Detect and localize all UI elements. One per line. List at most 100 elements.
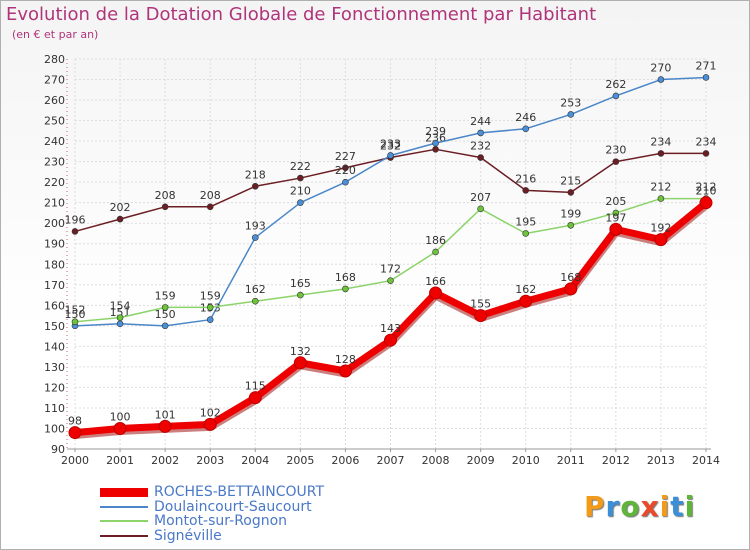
chart-title: Evolution de la Dotation Globale de Fonc… [6,4,597,25]
data-point-roches-bettaincourt [609,222,623,236]
x-tick-label: 2011 [557,454,585,467]
data-point-doulaincourt-saucourt [702,74,710,81]
data-point-roches-bettaincourt [203,417,217,431]
legend-item: ROCHES-BETTAINCOURT [100,485,324,500]
data-label-roches-bettaincourt: 101 [155,408,176,421]
data-point-montot-sur-rognon [657,195,665,202]
data-label-roches-bettaincourt: 155 [470,298,491,311]
x-tick-label: 2008 [422,454,450,467]
data-label-doulaincourt-saucourt: 271 [696,59,717,72]
data-point-signeville [432,146,439,153]
x-tick-label: 2005 [286,454,314,467]
x-tick-label: 2014 [692,454,720,467]
data-point-doulaincourt-saucourt [522,125,530,133]
data-label-montot-sur-rognon: 195 [515,215,536,228]
data-label-montot-sur-rognon: 207 [470,191,491,204]
data-point-signeville [657,150,665,157]
data-point-roches-bettaincourt [248,391,262,405]
x-tick-label: 2009 [467,454,495,467]
data-label-roches-bettaincourt: 168 [560,271,581,284]
data-point-roches-bettaincourt [699,196,713,210]
logo-letter: i [659,490,671,523]
chart-subtitle: (en € et par an) [12,28,99,41]
chart-legend: ROCHES-BETTAINCOURT Doulaincourt-Saucourt… [100,485,324,543]
data-point-roches-bettaincourt [158,419,172,433]
data-label-roches-bettaincourt: 100 [110,410,131,423]
data-point-signeville [161,203,169,211]
data-label-roches-bettaincourt: 102 [200,406,221,419]
data-point-signeville [116,215,124,223]
data-point-doulaincourt-saucourt [387,152,394,159]
data-label-signeville: 236 [425,131,446,144]
y-tick-label: 110 [44,402,65,415]
logo-letter: x [640,490,660,523]
data-label-montot-sur-rognon: 152 [65,304,86,317]
data-label-roches-bettaincourt: 115 [245,380,266,393]
x-tick-label: 2012 [602,454,630,467]
data-label-montot-sur-rognon: 212 [650,181,671,194]
data-label-doulaincourt-saucourt: 244 [470,115,491,128]
y-tick-label: 160 [44,299,65,312]
y-tick-label: 200 [44,217,65,230]
data-point-doulaincourt-saucourt [432,139,439,147]
data-label-montot-sur-rognon: 205 [605,195,626,208]
data-point-montot-sur-rognon [432,248,439,256]
logo-letter: r [605,490,621,523]
data-point-roches-bettaincourt [564,282,578,296]
data-label-montot-sur-rognon: 159 [200,289,221,302]
data-label-roches-bettaincourt: 192 [650,222,671,235]
data-label-signeville: 215 [560,174,581,187]
data-point-montot-sur-rognon [387,277,394,284]
data-point-roches-bettaincourt [68,426,82,440]
y-tick-label: 190 [44,238,65,251]
y-tick-label: 240 [44,135,65,148]
data-label-doulaincourt-saucourt: 193 [245,220,266,233]
data-point-montot-sur-rognon [297,291,304,299]
data-point-signeville [567,189,575,196]
data-label-montot-sur-rognon: 172 [380,263,401,276]
data-point-signeville [612,158,620,165]
x-tick-label: 2006 [331,454,359,467]
data-label-signeville: 218 [245,168,266,181]
data-label-doulaincourt-saucourt: 253 [560,96,581,109]
data-label-montot-sur-rognon: 168 [335,271,356,284]
data-point-montot-sur-rognon [71,318,79,326]
legend-swatch [100,505,148,508]
data-point-doulaincourt-saucourt [657,76,665,83]
legend-swatch [100,520,148,522]
x-tick-label: 2003 [196,454,224,467]
data-label-montot-sur-rognon: 159 [155,289,176,302]
data-label-montot-sur-rognon: 199 [560,207,581,220]
data-label-roches-bettaincourt: 197 [605,211,626,224]
y-tick-label: 120 [44,381,65,394]
data-point-montot-sur-rognon [477,205,484,213]
data-point-doulaincourt-saucourt [297,199,304,206]
data-point-doulaincourt-saucourt [612,92,620,100]
y-tick-label: 170 [44,279,65,292]
data-point-doulaincourt-saucourt [342,178,349,186]
data-point-doulaincourt-saucourt [116,320,124,328]
data-point-signeville [206,203,214,211]
y-tick-label: 100 [44,422,65,435]
logo-letter: P [584,490,606,523]
data-point-roches-bettaincourt [338,364,352,378]
data-point-signeville [251,182,259,190]
y-tick-label: 210 [44,197,65,210]
data-label-montot-sur-rognon: 154 [110,300,131,313]
data-point-montot-sur-rognon [522,230,530,237]
data-label-signeville: 227 [335,150,356,163]
data-point-montot-sur-rognon [567,221,575,229]
x-tick-label: 2000 [61,454,89,467]
data-label-signeville: 232 [380,140,401,153]
y-tick-label: 130 [44,361,65,374]
data-label-doulaincourt-saucourt: 150 [155,308,176,321]
data-label-signeville: 222 [290,160,311,173]
data-label-roches-bettaincourt: 162 [515,283,536,296]
data-point-doulaincourt-saucourt [251,234,259,241]
data-point-montot-sur-rognon [342,285,349,293]
y-tick-label: 140 [44,340,65,353]
data-label-montot-sur-rognon: 186 [425,234,446,247]
data-point-montot-sur-rognon [161,304,169,311]
